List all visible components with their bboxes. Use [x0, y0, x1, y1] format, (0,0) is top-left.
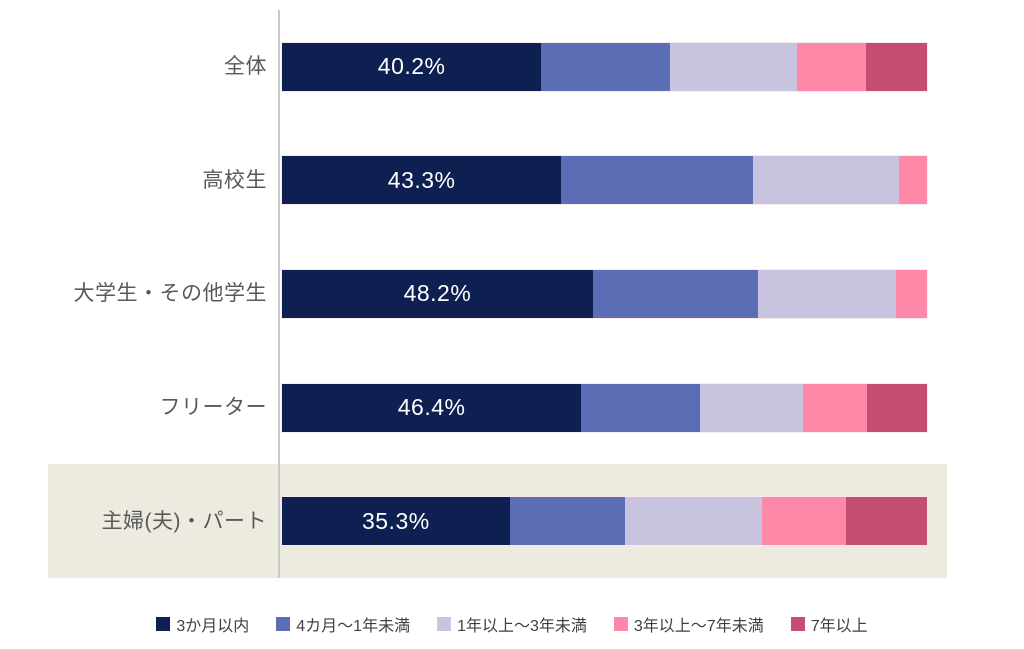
bar-segment: [509, 497, 626, 546]
value-label: 40.2%: [377, 53, 446, 80]
legend-swatch-icon: [276, 617, 291, 631]
bar-row: 全体 40.2%: [48, 10, 947, 124]
category-label: フリーター: [159, 395, 267, 419]
legend-swatch-icon: [156, 617, 171, 631]
bar-segment: [592, 269, 758, 318]
bar-segment: [625, 497, 762, 546]
legend-swatch-icon: [437, 617, 452, 631]
bar-segment: [699, 383, 804, 432]
bar-track: 46.4%: [282, 383, 927, 432]
legend-label: 3年以上〜7年未満: [633, 618, 764, 635]
legend-label: 3か月以内: [176, 618, 250, 635]
bar-row: 高校生 43.3%: [48, 124, 947, 238]
bar-segment: 48.2%: [282, 269, 593, 318]
value-label: 46.4%: [397, 394, 466, 421]
bar-rows: 全体 40.2% 高校生 43.3% 大学生・その他学生 48.2%: [48, 10, 947, 578]
bar-row: 主婦(夫)・パート 35.3%: [48, 464, 947, 578]
bar-segment: [896, 269, 927, 318]
bar-track: 43.3%: [282, 156, 927, 205]
bar-segment: [669, 42, 798, 91]
bar-segment: [845, 497, 927, 546]
legend-item: 4カ月〜1年未満: [276, 612, 410, 636]
category-label: 全体: [224, 55, 267, 79]
bar-segment: [757, 269, 896, 318]
bar-segment: 35.3%: [282, 497, 510, 546]
category-label: 高校生: [202, 168, 267, 192]
legend-label: 4カ月〜1年未満: [296, 618, 411, 635]
bar-segment: [752, 156, 900, 205]
value-label: 48.2%: [403, 280, 472, 307]
bar-track: 35.3%: [282, 497, 927, 546]
legend: 3か月以内 4カ月〜1年未満 1年以上〜3年未満 3年以上〜7年未満 7年以上: [0, 612, 1024, 636]
bar-segment: [581, 383, 700, 432]
bar-segment: [866, 383, 927, 432]
category-label: 大学生・その他学生: [73, 282, 267, 306]
bar-segment: [761, 497, 846, 546]
value-label: 35.3%: [361, 507, 430, 534]
bar-segment: [865, 42, 927, 91]
legend-swatch-icon: [790, 617, 805, 631]
bar-segment: [541, 42, 670, 91]
legend-item: 3か月以内: [156, 612, 249, 636]
bar-segment: 40.2%: [282, 42, 542, 91]
category-label: 主婦(夫)・パート: [101, 509, 267, 533]
bar-segment: 46.4%: [282, 383, 582, 432]
bar-track: 48.2%: [282, 269, 927, 318]
legend-item: 3年以上〜7年未満: [613, 612, 764, 636]
plot-area: 全体 40.2% 高校生 43.3% 大学生・その他学生 48.2%: [0, 10, 1024, 578]
bar-row: フリーター 46.4%: [48, 351, 947, 465]
bar-segment: 43.3%: [282, 156, 562, 205]
bar-row: 大学生・その他学生 48.2%: [48, 237, 947, 351]
bar-segment: [803, 383, 867, 432]
value-label: 43.3%: [387, 166, 456, 193]
y-axis-line: [278, 10, 280, 578]
legend-item: 7年以上: [790, 612, 868, 636]
legend-label: 1年以上〜3年未満: [457, 618, 587, 635]
bar-segment: [561, 156, 753, 205]
legend-item: 1年以上〜3年未満: [437, 612, 587, 636]
legend-swatch-icon: [613, 617, 628, 631]
bar-segment: [899, 156, 927, 205]
bar-segment: [797, 42, 866, 91]
legend-label: 7年以上: [810, 618, 868, 635]
bar-track: 40.2%: [282, 42, 927, 91]
